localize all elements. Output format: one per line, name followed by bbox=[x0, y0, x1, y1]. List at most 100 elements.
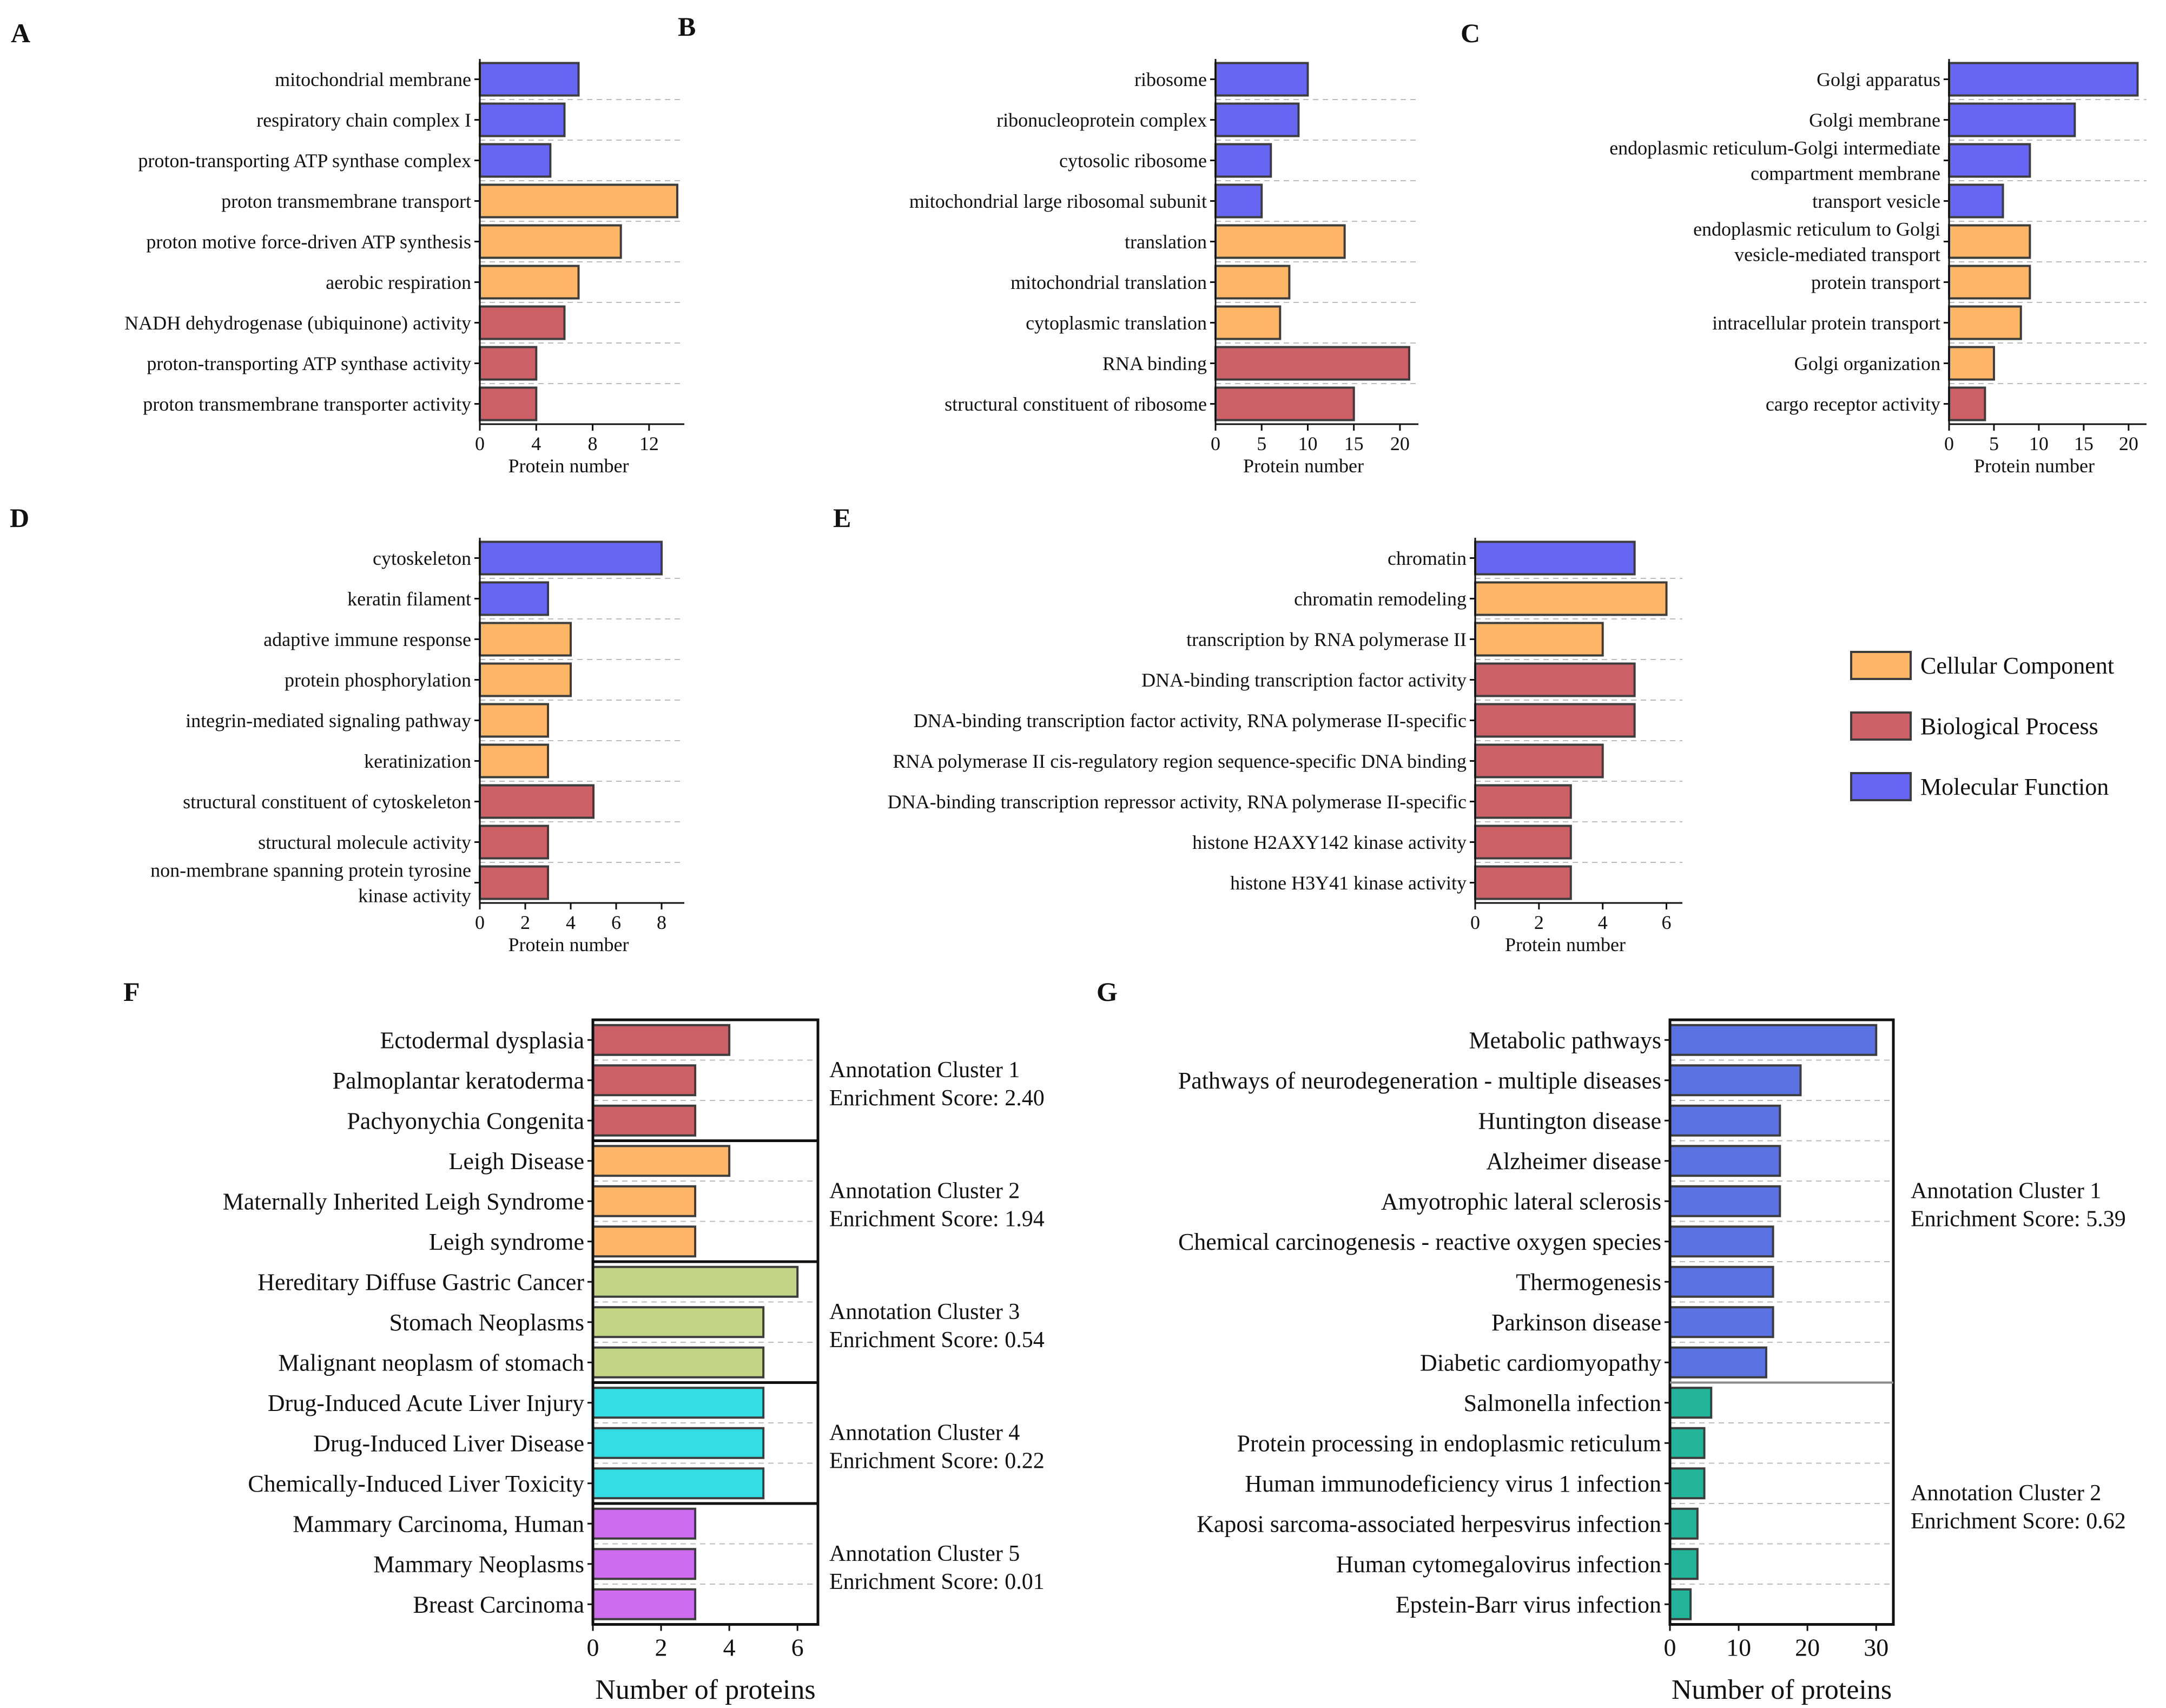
category-label: Maternally Inherited Leigh Syndrome bbox=[223, 1189, 584, 1215]
category-label: proton transmembrane transport bbox=[221, 190, 471, 212]
category-label: Malignant neoplasm of stomach bbox=[278, 1350, 584, 1376]
x-tick-label: 5 bbox=[1989, 433, 1999, 454]
bar bbox=[592, 1104, 697, 1137]
bar bbox=[1948, 143, 2031, 178]
x-tick-label: 15 bbox=[2074, 433, 2094, 454]
x-axis-title: Protein number bbox=[509, 934, 629, 955]
category-label: non-membrane spanning protein tyrosine ki… bbox=[150, 860, 471, 907]
bar bbox=[1214, 143, 1272, 178]
bar bbox=[479, 386, 538, 421]
legend: Cellular Component Biological Process Mo… bbox=[1850, 651, 2114, 801]
legend-swatch-biological-process bbox=[1850, 711, 1912, 741]
category-label-line: endoplasmic reticulum-Golgi intermediate bbox=[1609, 137, 1940, 159]
category-label: Golgi membrane bbox=[1809, 109, 1940, 131]
bar bbox=[1669, 1145, 1781, 1177]
x-tick-label: 30 bbox=[1864, 1634, 1888, 1661]
bar bbox=[1214, 62, 1309, 97]
x-tick-label: 0 bbox=[1944, 433, 1954, 454]
bar bbox=[1474, 662, 1636, 697]
bar bbox=[479, 62, 580, 97]
bar bbox=[1948, 62, 2139, 97]
category-label: mitochondrial large ribosomal subunit bbox=[909, 190, 1207, 212]
bar bbox=[1474, 581, 1668, 616]
category-label-line: endoplasmic reticulum to Golgi bbox=[1693, 219, 1940, 240]
x-axis-title: Number of proteins bbox=[595, 1674, 815, 1705]
panel-letter-c: C bbox=[1461, 18, 1480, 48]
bar bbox=[479, 540, 663, 576]
category-label: Palmoplantar keratoderma bbox=[333, 1067, 584, 1094]
x-tick-label: 10 bbox=[1298, 433, 1317, 454]
category-label-line: non-membrane spanning protein tyrosine bbox=[150, 860, 471, 881]
bar bbox=[479, 183, 678, 219]
category-label: proton motive force-driven ATP synthesis bbox=[146, 231, 471, 253]
x-tick-label: 8 bbox=[588, 433, 598, 454]
category-label: Thermogenesis bbox=[1516, 1269, 1661, 1296]
bar bbox=[1948, 346, 1995, 381]
x-tick-label: 20 bbox=[1795, 1634, 1820, 1661]
category-label: Amyotrophic lateral sclerosis bbox=[1381, 1189, 1661, 1215]
bar bbox=[1669, 1427, 1706, 1459]
x-tick-label: 6 bbox=[611, 912, 621, 933]
category-label: structural molecule activity bbox=[258, 832, 471, 853]
bar bbox=[1669, 1346, 1767, 1379]
category-label: Salmonella infection bbox=[1464, 1390, 1661, 1416]
bar bbox=[479, 143, 552, 178]
category-label: ribonucleoprotein complex bbox=[996, 109, 1207, 131]
category-label: DNA-binding transcription factor activit… bbox=[1141, 669, 1467, 691]
bar bbox=[1669, 1104, 1781, 1137]
chart-panel-a: mitochondrial membrane respiratory chain … bbox=[124, 59, 684, 477]
bar bbox=[1474, 825, 1572, 860]
bar bbox=[1214, 305, 1282, 340]
legend-swatch-molecular-function bbox=[1850, 772, 1912, 801]
x-axis-title: Number of proteins bbox=[1672, 1674, 1892, 1705]
category-label: Leigh Disease bbox=[449, 1148, 584, 1175]
category-label: Drug-Induced Acute Liver Injury bbox=[268, 1390, 584, 1416]
chart-panel-f: Ectodermal dysplasia Palmoplantar keratod… bbox=[223, 1018, 1045, 1705]
category-label: Alzheimer disease bbox=[1486, 1148, 1661, 1175]
cluster-score: Enrichment Score: 2.40 bbox=[829, 1086, 1045, 1111]
x-axis-title: Protein number bbox=[1243, 455, 1364, 477]
category-label: RNA polymerase II cis-regulatory region … bbox=[893, 750, 1467, 772]
bar bbox=[592, 1346, 765, 1379]
category-label-line: kinase activity bbox=[358, 885, 471, 907]
cluster-score: Enrichment Score: 5.39 bbox=[1911, 1206, 2126, 1231]
category-label: translation bbox=[1125, 231, 1207, 253]
bar bbox=[1214, 386, 1355, 421]
bar bbox=[1948, 305, 2022, 340]
bar bbox=[479, 703, 549, 738]
bar bbox=[1948, 102, 2076, 137]
bar bbox=[1669, 1064, 1802, 1097]
bar bbox=[479, 743, 549, 779]
category-label: Breast Carcinoma bbox=[413, 1592, 584, 1618]
x-tick-label: 2 bbox=[1534, 912, 1544, 933]
category-label: protein phosphorylation bbox=[285, 669, 471, 691]
legend-swatch-cellular-component bbox=[1850, 651, 1912, 680]
bar bbox=[479, 825, 549, 860]
category-label: intracellular protein transport bbox=[1712, 312, 1940, 334]
x-tick-label: 6 bbox=[791, 1634, 804, 1661]
category-label: mitochondrial translation bbox=[1011, 272, 1207, 293]
bar bbox=[1474, 784, 1572, 819]
x-tick-label: 6 bbox=[1662, 912, 1672, 933]
category-label: aerobic respiration bbox=[326, 272, 471, 293]
category-label: transcription by RNA polymerase II bbox=[1186, 629, 1467, 650]
panel-letter-e: E bbox=[833, 503, 851, 533]
category-label: Pathways of neurodegeneration - multiple… bbox=[1178, 1067, 1661, 1094]
x-tick-label: 15 bbox=[1344, 433, 1364, 454]
cluster-name: Annotation Cluster 2 bbox=[829, 1178, 1020, 1203]
category-label: protein transport bbox=[1811, 272, 1940, 293]
x-tick-label: 5 bbox=[1257, 433, 1266, 454]
bar bbox=[1214, 224, 1346, 259]
bar bbox=[592, 1064, 697, 1097]
category-label: transport vesicle bbox=[1812, 190, 1940, 212]
bar bbox=[1474, 540, 1636, 576]
category-label: Chemical carcinogenesis - reactive oxyge… bbox=[1178, 1229, 1661, 1255]
bar bbox=[1669, 1548, 1699, 1580]
bar bbox=[479, 662, 572, 697]
chart-panel-b: ribosome ribonucleoprotein complex cytosol… bbox=[909, 59, 1418, 477]
bar bbox=[1669, 1588, 1692, 1620]
bar bbox=[1948, 224, 2031, 259]
category-label: mitochondrial membrane bbox=[275, 69, 471, 90]
category-label: Epstein-Barr virus infection bbox=[1396, 1592, 1661, 1618]
category-label: Hereditary Diffuse Gastric Cancer bbox=[257, 1269, 584, 1296]
